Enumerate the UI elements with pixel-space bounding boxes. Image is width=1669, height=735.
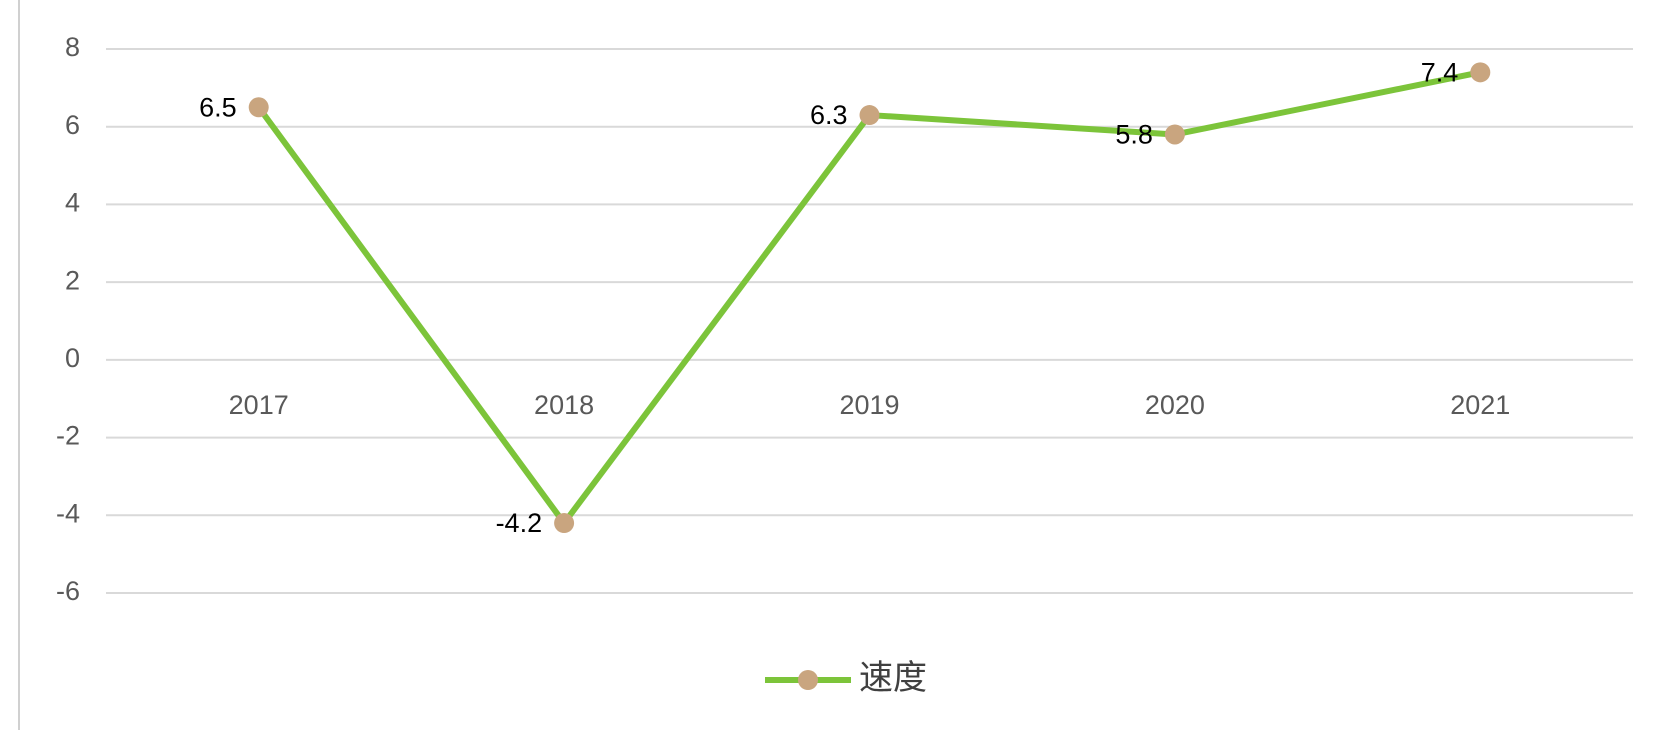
y-tick-label: 8 [65, 32, 80, 62]
x-tick-label: 2020 [1145, 390, 1205, 420]
y-tick-label: 4 [65, 188, 80, 218]
y-tick-label: -4 [56, 498, 80, 528]
x-tick-label: 2019 [839, 390, 899, 420]
data-point [1470, 62, 1491, 83]
y-tick-label: -2 [56, 421, 80, 451]
data-point [554, 513, 575, 534]
legend-label: 速度 [859, 659, 927, 697]
y-tick-label: -6 [56, 576, 80, 606]
legend-marker [798, 670, 818, 690]
data-label: 6.3 [810, 100, 848, 130]
data-point [1164, 124, 1185, 145]
x-tick-label: 2017 [229, 390, 289, 420]
x-tick-label: 2021 [1450, 390, 1510, 420]
y-tick-label: 6 [65, 110, 80, 140]
data-point [859, 105, 880, 126]
data-label: 7.4 [1421, 57, 1459, 87]
x-tick-label: 2018 [534, 390, 594, 420]
data-label: 6.5 [199, 92, 237, 122]
data-label: 5.8 [1115, 120, 1153, 150]
data-line [256, 69, 1481, 527]
data-label: -4.2 [496, 508, 543, 538]
y-tick-label: 2 [65, 265, 80, 295]
data-point [248, 97, 269, 118]
y-tick-label: 0 [65, 343, 80, 373]
